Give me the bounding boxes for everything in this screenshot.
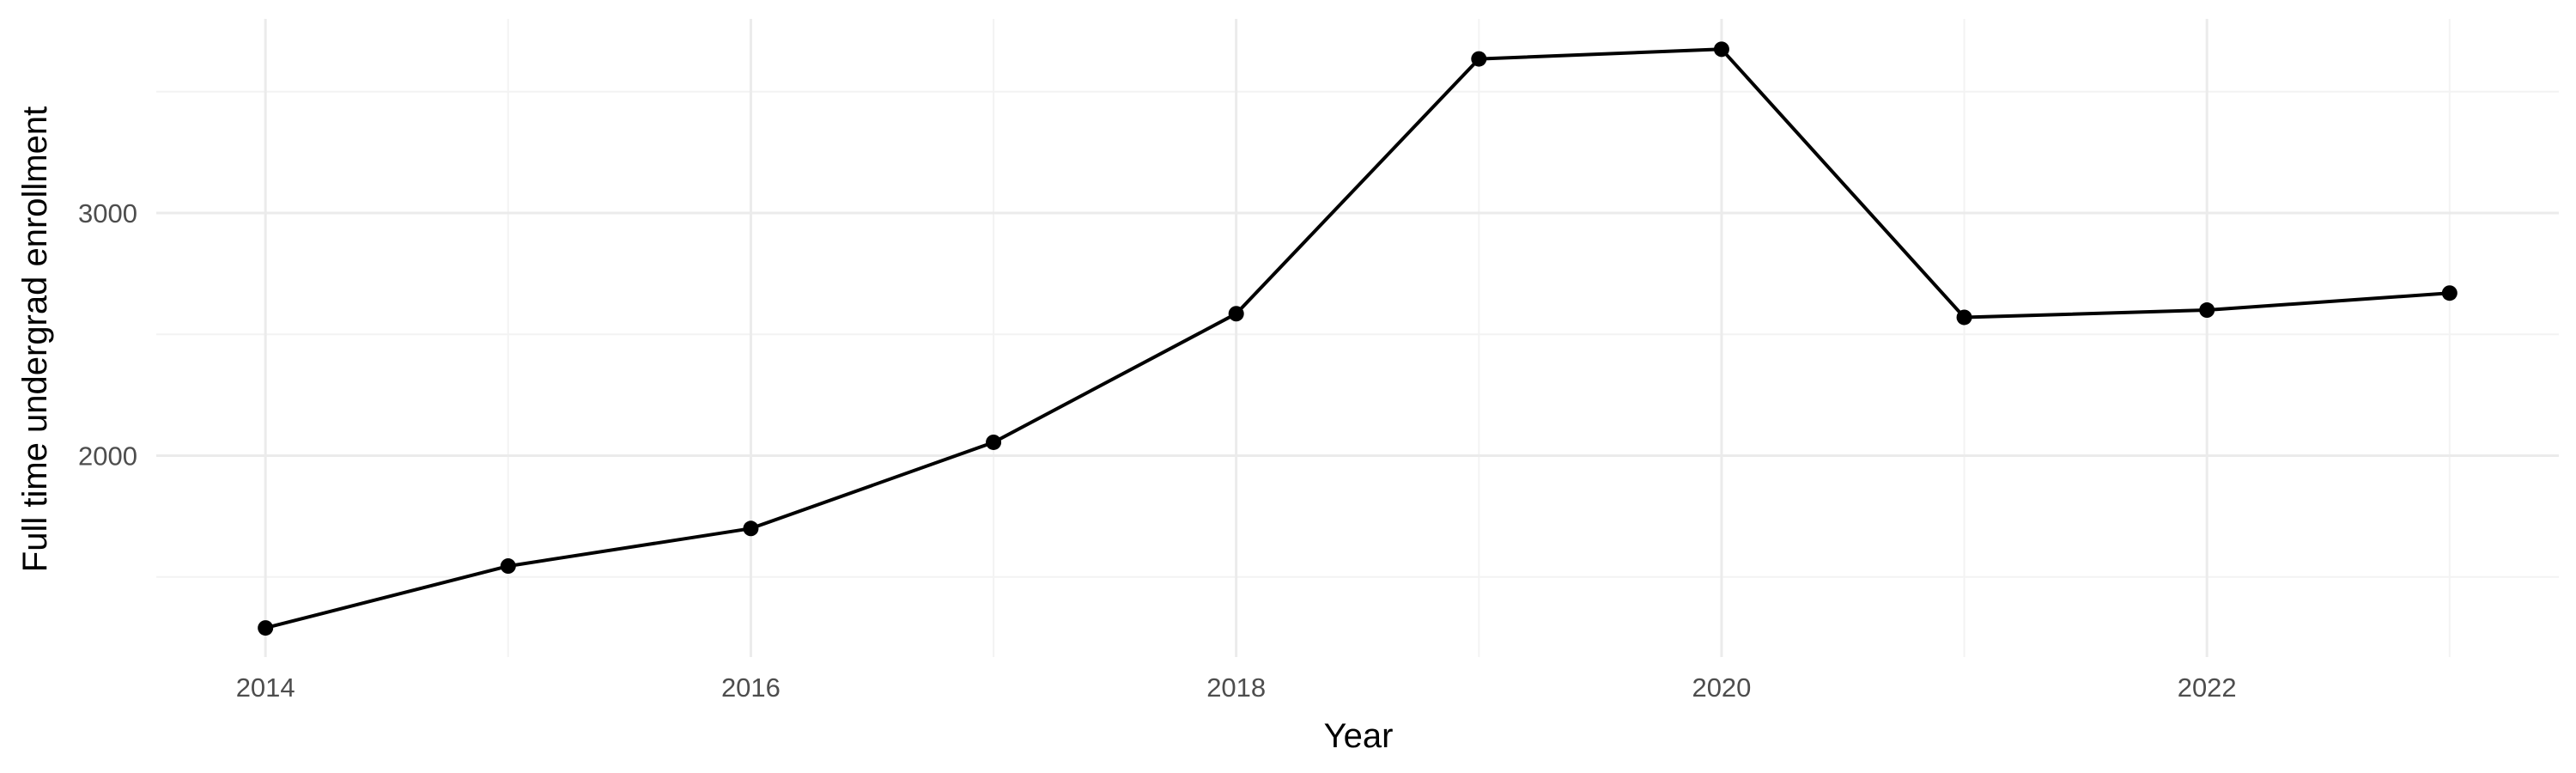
y-tick-label: 2000: [78, 441, 137, 472]
series-line: [264, 47, 2450, 630]
x-tick-label: 2018: [1206, 673, 1266, 703]
data-point: [1956, 309, 1972, 326]
data-point: [2199, 302, 2215, 319]
grid-lines: [156, 19, 2559, 657]
x-tick-label: 2016: [721, 673, 781, 703]
data-point: [500, 558, 516, 575]
data-point: [258, 620, 274, 636]
data-point: [1228, 306, 1244, 322]
x-tick-label: 2014: [236, 673, 295, 703]
data-point: [743, 520, 759, 537]
data-point: [1471, 51, 1487, 67]
y-tick-label: 3000: [78, 198, 137, 228]
data-point: [1713, 41, 1729, 58]
x-axis-title: Year: [1324, 717, 1394, 755]
data-point: [2441, 285, 2458, 301]
x-tick-label: 2022: [2178, 673, 2237, 703]
y-axis-title: Full time undergrad enrollment: [16, 107, 54, 572]
data-point: [986, 434, 1002, 450]
tick-labels: 2000 3000 2014 2016 2018 2020 2022: [78, 198, 2237, 703]
series-layer: [258, 41, 2458, 636]
x-tick-label: 2020: [1692, 673, 1751, 703]
